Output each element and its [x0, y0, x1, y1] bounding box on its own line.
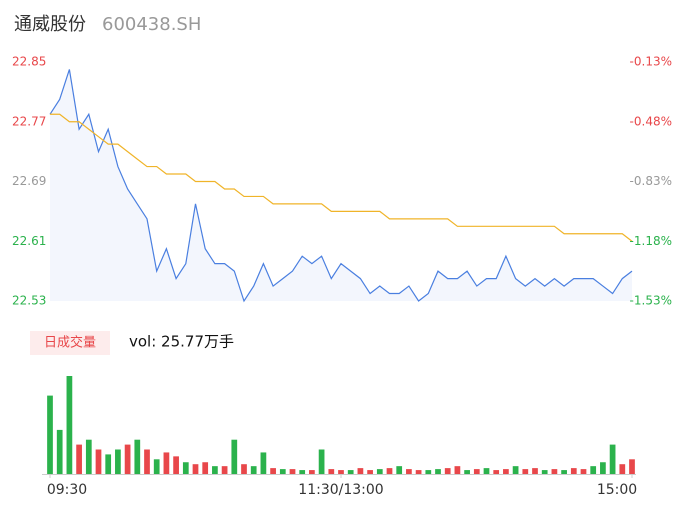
volume-bar — [270, 468, 276, 474]
volume-bar — [115, 449, 121, 474]
volume-bar — [212, 466, 218, 474]
volume-bar — [551, 469, 558, 474]
volume-bar — [221, 466, 228, 474]
x-tick-label: 15:00 — [597, 482, 637, 498]
volume-bar — [473, 469, 480, 474]
volume-bar — [250, 466, 257, 474]
volume-bar — [105, 454, 112, 474]
y-tick-label: 22.53 — [12, 294, 46, 308]
stock-code: 600438.SH — [102, 14, 201, 35]
y2-tick-label: -1.53% — [630, 294, 672, 308]
volume-summary: vol: 25.77万手 — [129, 333, 234, 351]
volume-bar — [173, 456, 179, 474]
volume-bar — [56, 429, 63, 474]
volume-bar — [415, 470, 422, 474]
volume-bar — [202, 462, 209, 474]
volume-bar — [47, 395, 53, 474]
volume-bar — [260, 452, 267, 474]
y-tick-label: 22.61 — [12, 234, 46, 248]
volume-bar — [85, 439, 92, 474]
volume-bar — [493, 470, 500, 474]
volume-bar — [357, 468, 364, 474]
y2-tick-label: -1.18% — [630, 234, 672, 248]
volume-bar — [289, 469, 296, 474]
volume-bar — [600, 462, 606, 474]
y2-tick-label: -0.83% — [630, 174, 672, 188]
volume-bar — [406, 469, 412, 474]
volume-bar — [376, 469, 383, 474]
volume-bar — [425, 470, 432, 474]
volume-bar — [153, 459, 160, 474]
volume-bar — [367, 470, 373, 474]
volume-bar — [192, 464, 199, 474]
volume-bar — [309, 470, 315, 474]
volume-bar — [561, 470, 567, 474]
y2-tick-label: -0.13% — [630, 55, 672, 69]
volume-bar — [396, 466, 403, 474]
y2-tick-label: -0.48% — [630, 114, 672, 128]
volume-bar — [454, 466, 461, 474]
volume-bar — [279, 469, 286, 474]
y-tick-label: 22.85 — [12, 55, 46, 69]
volume-bar — [76, 444, 82, 474]
volume-bar — [512, 466, 519, 474]
line-price — [49, 69, 633, 303]
volume-bar — [386, 468, 393, 474]
volume-bar — [609, 444, 616, 474]
stock-name: 通威股份 — [14, 14, 86, 35]
volume-bar — [318, 449, 325, 474]
volume-bar — [444, 468, 451, 474]
x-tick-label: 11:30/13:00 — [298, 482, 383, 498]
volume-bar — [503, 469, 509, 474]
volume-bar — [338, 470, 344, 474]
volume-bar — [231, 439, 238, 474]
volume-bar — [532, 468, 538, 474]
volume-bar — [590, 466, 597, 474]
volume-bar — [328, 469, 335, 474]
volume-bar — [541, 470, 548, 474]
volume-bar — [163, 452, 170, 474]
y-tick-label: 22.77 — [12, 114, 46, 128]
volume-bar — [435, 469, 441, 474]
volume-bar — [95, 449, 102, 474]
y-tick-label: 22.69 — [12, 174, 46, 188]
volume-bar — [299, 470, 306, 474]
price-area — [50, 69, 632, 301]
volume-bar — [124, 444, 131, 474]
volume-label-bg — [30, 331, 110, 355]
volume-bar — [570, 468, 577, 474]
volume-bar — [66, 376, 73, 474]
volume-bar — [464, 470, 470, 474]
volume-bar — [182, 462, 189, 474]
volume-bar — [241, 464, 247, 474]
volume-bar — [144, 449, 150, 474]
volume-bar — [483, 468, 490, 474]
volume-bar — [580, 469, 587, 474]
volume-bar — [134, 439, 141, 474]
volume-bar — [619, 464, 626, 474]
volume-bar — [629, 459, 635, 474]
volume-bar — [347, 470, 354, 474]
volume-label: 日成交量 — [44, 335, 96, 351]
x-tick-label: 09:30 — [47, 482, 87, 498]
line-average — [50, 113, 633, 242]
volume-bar — [522, 469, 529, 474]
